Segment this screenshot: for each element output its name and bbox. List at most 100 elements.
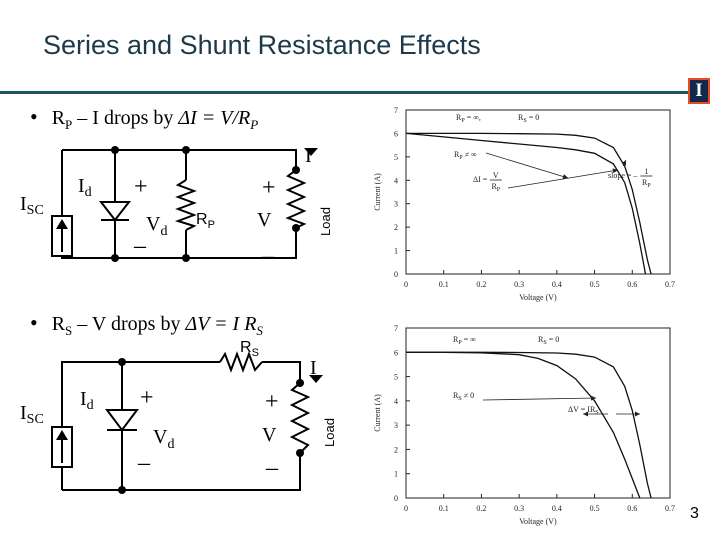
delta-i-leader-arrow: [507, 169, 619, 189]
x-tick-label: 0.1: [439, 280, 449, 289]
y-tick-label: 5: [394, 153, 398, 162]
v-label: V: [257, 209, 272, 231]
annotation-2: RS = 0: [538, 335, 559, 346]
y-tick-label: 3: [394, 421, 398, 430]
y-tick-label: 5: [394, 373, 398, 382]
v-plus-sign: +: [265, 389, 279, 415]
bullet-icon: •: [30, 310, 38, 335]
vd-minus-sign: –: [133, 233, 147, 259]
y-tick-label: 4: [394, 397, 398, 406]
y-tick-label: 4: [394, 176, 398, 185]
delta-v-arrow-right-head: [635, 411, 640, 417]
x-tick-label: 0.4: [552, 280, 562, 289]
x-tick-label: 0.7: [665, 280, 675, 289]
y-axis-label: Current (A): [373, 394, 382, 432]
x-tick-label: 0.5: [590, 504, 600, 513]
bullet-rp: • RP – I drops by ΔI = V/RP: [30, 104, 258, 133]
y-tick-label: 6: [394, 348, 398, 357]
y-tick-label: 7: [394, 106, 398, 115]
annotation-1: RP = ∞,: [456, 113, 481, 124]
y-tick-label: 2: [394, 223, 398, 232]
current-arrow-icon: [309, 375, 323, 383]
series-line-2: [405, 132, 647, 275]
y-tick-label: 0: [394, 270, 398, 279]
slope-leader-arrow-head: [621, 160, 626, 166]
slide-title: Series and Shunt Resistance Effects: [43, 30, 481, 60]
x-tick-label: 0: [404, 280, 408, 289]
fraction-numerator: V: [493, 171, 499, 180]
bullet-text: RS – V drops by ΔV = I RS: [51, 313, 263, 338]
y-tick-label: 1: [394, 247, 398, 256]
title-rule: [0, 91, 690, 94]
bullet-icon: •: [30, 104, 38, 129]
y-tick-label: 7: [394, 324, 398, 333]
shunt-circuit-diagram: ISC Id + Vd – RP + V – I Load: [20, 145, 333, 269]
vd-plus-sign: +: [134, 174, 148, 200]
series-line-2: [406, 351, 641, 499]
x-tick-label: 0.7: [665, 504, 675, 513]
x-axis-label: Voltage (V): [519, 517, 557, 526]
plot-frame: [405, 109, 671, 275]
series-circuit-diagram: ISC Id + Vd – RS + V – I Load: [20, 339, 337, 494]
x-tick-label: 0.6: [627, 504, 637, 513]
x-tick-label: 0.1: [439, 504, 449, 513]
x-axis-label: Voltage (V): [519, 293, 557, 302]
y-axis-label: Current (A): [373, 173, 382, 211]
iv-chart-series: 0 0.1 0.2 0.3 0.4 0.5 0.6 0.7 0 1 2 3 4 5 6 7 Voltage (V…: [373, 324, 675, 526]
diode-icon: [105, 409, 139, 432]
v-plus-sign: +: [262, 175, 276, 201]
x-tick-label: 0.2: [476, 504, 486, 513]
rs-leader-arrow-head: [590, 395, 596, 401]
y-tick-label: 6: [394, 129, 398, 138]
current-arrow-icon: [304, 148, 318, 156]
i-label: I: [310, 357, 317, 379]
y-tick-label: 0: [394, 494, 398, 503]
rs-leader-arrow: [482, 397, 597, 401]
delta-v-arrow-left-head: [583, 411, 588, 417]
fraction-numerator: 1: [644, 167, 648, 176]
x-tick-label: 0.3: [514, 504, 524, 513]
isc-label: ISC: [20, 193, 44, 218]
load-resistor-icon: [289, 382, 311, 454]
v-minus-sign: –: [261, 243, 275, 269]
series-line-1: [406, 132, 652, 275]
delta-i-leader-arrow-head: [612, 168, 618, 174]
annotation-4: ΔI =: [473, 175, 488, 184]
x-tick-label: 0.4: [552, 504, 562, 513]
bullet-rs: • RS – V drops by ΔV = I RS: [30, 310, 263, 339]
rp-leader-arrow-head: [562, 174, 568, 179]
annotation-2: RS = 0: [518, 113, 539, 124]
load-label: Load: [318, 207, 333, 236]
isc-label: ISC: [20, 402, 44, 427]
fraction-denominator: RP: [642, 178, 651, 189]
bullet-text: RP – I drops by ΔI = V/RP: [51, 107, 259, 132]
x-tick-label: 0.5: [590, 280, 600, 289]
load-resistor-icon: [285, 169, 307, 229]
x-tick-label: 0.3: [514, 280, 524, 289]
x-tick-label: 0.6: [627, 280, 637, 289]
annotation-3: RP ≠ ∞: [454, 150, 477, 161]
shunt-resistor-icon: [174, 179, 197, 231]
plot-frame: [405, 327, 671, 499]
vd-label: Vd: [153, 426, 174, 452]
vd-plus-sign: +: [140, 385, 154, 411]
series-resistor-icon: [219, 351, 263, 373]
fraction-denominator: RP: [491, 182, 500, 193]
junction-dots: [111, 146, 300, 262]
slide-number: 3: [690, 505, 699, 522]
annotation-3: RS ≠ 0: [453, 391, 474, 402]
y-tick-label: 3: [394, 200, 398, 209]
v-label: V: [262, 424, 277, 446]
vd-label: Vd: [146, 213, 167, 239]
diode-icon: [98, 201, 132, 222]
university-logo: I: [688, 78, 710, 104]
v-minus-sign: –: [265, 455, 279, 481]
rp-label: RP: [196, 211, 215, 231]
annotation-5: slope = –: [608, 171, 638, 180]
annotation-4: ΔV = IRS: [568, 405, 599, 416]
junction-dots: [118, 358, 304, 494]
annotation-1: RP = ∞: [453, 335, 476, 346]
rs-label: RS: [240, 339, 259, 359]
id-label: Id: [78, 175, 92, 200]
rp-leader-arrow: [485, 152, 569, 179]
